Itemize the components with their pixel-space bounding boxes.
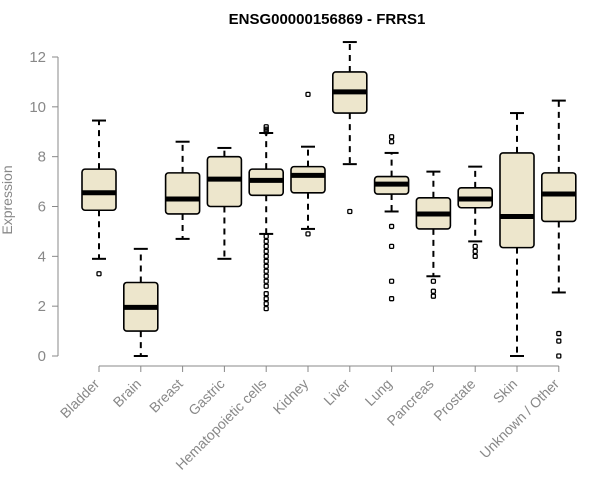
outlier-point (556, 330, 562, 337)
outlier-point (305, 231, 311, 237)
outlier-point (96, 271, 102, 277)
outlier-point (263, 283, 269, 289)
box-group (331, 41, 368, 215)
box-group (540, 99, 577, 359)
outlier-point (388, 278, 395, 284)
outlier-point (263, 301, 269, 307)
x-tick-label: Lung (362, 376, 395, 409)
outlier-point (472, 248, 478, 255)
outlier-point (263, 238, 269, 245)
outlier-point (263, 296, 269, 302)
outlier-point (556, 353, 562, 359)
iqr-box (499, 152, 535, 249)
outlier-point (263, 129, 269, 135)
outlier-point (263, 243, 269, 250)
iqr-box (540, 172, 577, 223)
y-tick-label: 12 (29, 49, 46, 66)
outlier-point (430, 293, 437, 299)
y-axis-label: Expression (0, 165, 15, 234)
outlier-point (263, 253, 269, 259)
outlier-point (347, 208, 353, 215)
y-tick-label: 0 (38, 348, 46, 365)
box-group (499, 112, 535, 357)
y-tick-label: 8 (38, 149, 46, 166)
outlier-point (263, 278, 269, 284)
y-tick-label: 2 (38, 298, 46, 315)
y-axis: 0 2 4 6 8 10 12 (29, 49, 59, 365)
box-group (123, 247, 159, 357)
outlier-point (556, 338, 562, 344)
outlier-point (472, 243, 478, 250)
box-group (415, 170, 452, 299)
outlier-point (388, 243, 395, 250)
x-tick-label: Bladder (57, 375, 103, 421)
x-tick-label: Liver (320, 375, 353, 408)
outlier-point (388, 134, 395, 140)
outlier-point (263, 124, 269, 130)
box-group (373, 134, 410, 302)
x-tick-label: Skin (490, 376, 521, 407)
box-series (81, 41, 577, 359)
outlier-point (388, 139, 395, 145)
outlier-point (263, 268, 269, 274)
outlier-point (263, 248, 269, 255)
x-tick-label: Kidney (270, 376, 312, 418)
outlier-point (263, 273, 269, 279)
outlier-point (263, 263, 269, 269)
outlier-point (388, 223, 395, 230)
y-tick-label: 6 (38, 199, 46, 216)
chart-title: ENSG00000156869 - FRRS1 (229, 11, 426, 28)
outlier-point (263, 258, 269, 264)
outlier-point (263, 126, 269, 132)
box-group (81, 119, 117, 277)
outlier-point (472, 253, 478, 259)
y-tick-label: 4 (38, 248, 46, 265)
box-group (164, 140, 201, 240)
x-tick-label: Prostate (430, 375, 478, 423)
outlier-point (263, 233, 269, 240)
x-tick-label: Breast (146, 376, 186, 416)
outlier-point (388, 296, 395, 302)
iqr-box (81, 168, 117, 212)
box-group (457, 165, 494, 259)
outlier-point (305, 91, 311, 98)
outlier-point (430, 288, 437, 294)
outlier-point (430, 278, 437, 284)
outlier-point (263, 291, 269, 297)
box-group (206, 146, 243, 260)
y-tick-label: 10 (29, 99, 46, 116)
outlier-point (263, 306, 269, 312)
x-tick-label: Brain (110, 376, 144, 410)
box-group (248, 124, 284, 312)
box-group (290, 91, 326, 237)
x-tick-label: Unknown / Other (476, 375, 562, 461)
iqr-box (290, 165, 326, 194)
iqr-box (164, 172, 201, 215)
